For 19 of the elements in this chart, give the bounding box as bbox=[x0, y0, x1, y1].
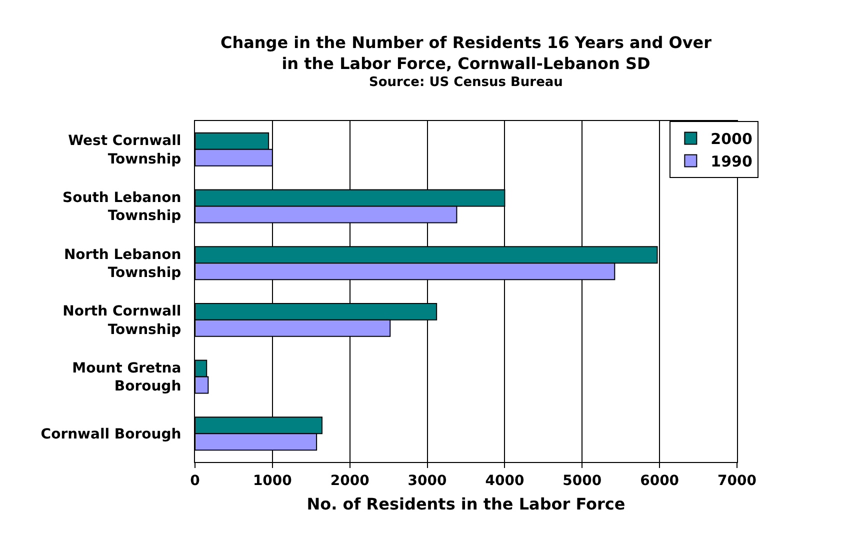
legend-label: 2000 bbox=[710, 130, 752, 148]
x-tick-label: 7000 bbox=[718, 472, 757, 489]
y-tick-label: West Cornwall Township bbox=[68, 133, 182, 168]
x-tick-label: 0 bbox=[190, 472, 200, 489]
y-tick-label: Mount Gretna Borough bbox=[72, 360, 182, 395]
chart-subtitle: Source: US Census Bureau bbox=[369, 75, 563, 90]
x-tick-label: 5000 bbox=[562, 472, 602, 489]
chart-title: Change in the Number of Residents 16 Years and Over in the Labor Force, Cornwall-Lebanon SD bbox=[220, 33, 712, 73]
y-tick-label: North Lebanon Township bbox=[64, 246, 182, 282]
x-tick-label: 6000 bbox=[640, 472, 680, 489]
x-tick-label: 1000 bbox=[252, 472, 292, 489]
y-tick-label: South Lebanon Township bbox=[62, 190, 182, 224]
x-tick-label: 3000 bbox=[408, 472, 448, 489]
y-tick-label: Cornwall Borough bbox=[40, 426, 182, 442]
legend-label: 1990 bbox=[710, 152, 752, 171]
x-tick-label: 2000 bbox=[330, 472, 370, 489]
y-tick-label: North Cornwall Township bbox=[62, 304, 182, 338]
x-axis-title: No. of Residents in the Labor Force bbox=[306, 494, 626, 514]
x-tick-label: 4000 bbox=[485, 472, 524, 489]
